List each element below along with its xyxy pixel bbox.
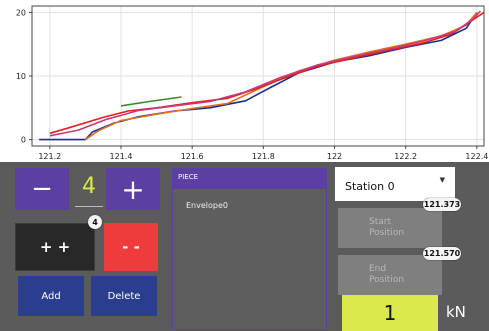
piece-list-item[interactable]: Envelope0 [186, 201, 228, 210]
series-line-3 [49, 10, 481, 137]
counter-value: 4 [82, 174, 96, 199]
force-value-display: 1 [342, 295, 438, 331]
piece-header: PIECE [173, 169, 326, 189]
add-button[interactable]: Add [18, 276, 84, 316]
station-selected-value: Station 0 [345, 180, 395, 193]
chart-canvas: 121.2 121.4 121.6 121.8 122 122.2 122.4 0 10 20 [16, 5, 488, 161]
station-dropdown[interactable]: Station 0 ▼ [335, 167, 455, 201]
x-tick-label: 121.4 [110, 152, 133, 161]
x-tick-label: 122.2 [394, 152, 417, 161]
x-tick-label: 122.4 [465, 152, 488, 161]
delete-button[interactable]: Delete [91, 276, 157, 316]
series-line-4 [120, 96, 182, 107]
x-tick-label: 121.6 [181, 152, 204, 161]
y-tick-label: 10 [16, 72, 26, 81]
y-tick-label: 0 [21, 136, 26, 145]
decrement-button[interactable]: − [15, 168, 69, 210]
force-position-chart: 121.2 121.4 121.6 121.8 122 122.2 122.4 0 10 20 [0, 0, 489, 162]
series-line-0 [39, 11, 478, 141]
counter-underline [75, 206, 103, 207]
end-position-label-line1: End [369, 264, 387, 274]
x-tick-label: 122 [327, 152, 342, 161]
start-position-label-line2: Position [369, 228, 405, 238]
chevron-down-icon: ▼ [439, 176, 445, 184]
end-position-button[interactable]: End Position [338, 255, 442, 295]
start-position-button[interactable]: Start Position [338, 208, 442, 248]
x-tick-label: 121.8 [252, 152, 275, 161]
series-line-2 [49, 11, 485, 135]
double-plus-button[interactable]: + + [15, 223, 95, 271]
end-position-label-line2: Position [369, 275, 405, 285]
start-position-label-line1: Start [369, 217, 391, 227]
end-position-value-badge: 121.570 [423, 247, 461, 260]
control-panel: − 4 + + + 4 - - Add Delete PIECE Envelop… [0, 162, 489, 331]
increment-button[interactable]: + [106, 168, 160, 210]
y-tick-label: 20 [16, 8, 26, 17]
force-unit-label: kN [446, 303, 466, 321]
x-tick-label: 121.2 [38, 152, 61, 161]
double-minus-button[interactable]: - - [104, 223, 158, 271]
piece-list-panel: PIECE Envelope0 [172, 168, 327, 330]
start-position-value-badge: 121.373 [423, 198, 461, 211]
double-plus-badge: 4 [88, 215, 102, 229]
